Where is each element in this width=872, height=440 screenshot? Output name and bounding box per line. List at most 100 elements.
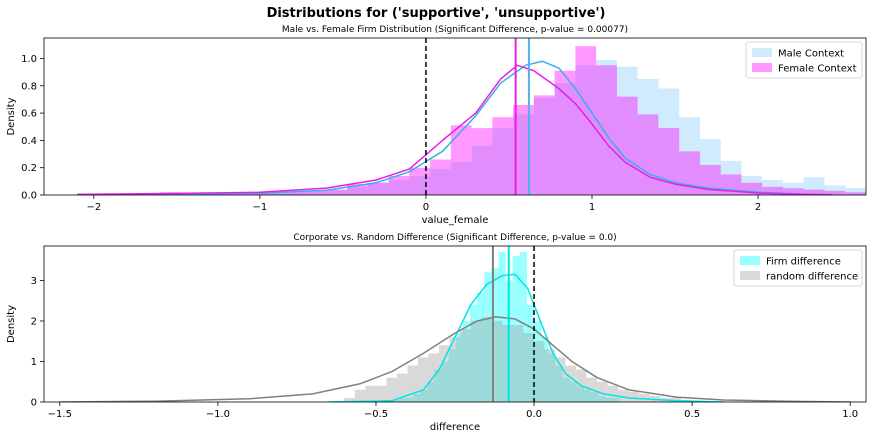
x-tick-label: 1 <box>589 202 595 213</box>
hist-bar <box>420 389 428 402</box>
hist-bar <box>347 184 368 195</box>
hist-bar <box>491 320 503 402</box>
legend-label-1: random difference <box>766 272 858 283</box>
y-tick-label: 1.0 <box>21 54 37 65</box>
hist-bar <box>554 70 576 195</box>
x-tick-label: −0.5 <box>364 409 388 420</box>
hist-bar <box>555 365 563 402</box>
hist-bar <box>396 373 408 402</box>
hist-bar <box>481 316 492 402</box>
hist-bar <box>519 252 527 402</box>
legend: Male Context Female Context <box>745 41 863 79</box>
hist-bar <box>439 345 450 402</box>
hist-bar <box>658 88 680 195</box>
legend-swatch-1 <box>752 63 772 72</box>
hist-bar <box>526 304 535 402</box>
hist-bar <box>418 357 429 402</box>
hist-bar <box>284 192 306 195</box>
hist-bar <box>491 268 499 402</box>
y-tick-label: 0.2 <box>21 163 37 174</box>
hist-bar <box>460 329 471 402</box>
hist-bar <box>477 292 485 402</box>
hist-bar <box>554 83 576 195</box>
hist-bar <box>413 393 421 402</box>
x-tick-label: 2 <box>755 202 761 213</box>
hist-bar <box>533 98 555 195</box>
series-1-bars <box>344 316 692 402</box>
hist-bar <box>612 397 620 402</box>
hist-bar <box>616 96 638 195</box>
hist-bar <box>824 185 846 195</box>
hist-bar <box>565 365 576 402</box>
hist-bar <box>782 188 804 195</box>
panel-top: Male vs. Female Firm Distribution (Signi… <box>6 25 872 226</box>
x-tick-label: −2 <box>86 202 101 213</box>
hist-bar <box>462 320 471 402</box>
hist-bar <box>824 190 846 195</box>
hist-bar <box>534 320 542 402</box>
y-tick-label: 1 <box>31 357 37 368</box>
hist-bar <box>541 337 549 402</box>
hist-bar <box>628 391 640 402</box>
hist-bar <box>264 192 285 195</box>
hist-bar <box>533 95 555 195</box>
hist-bar <box>596 65 617 195</box>
hist-bar <box>388 179 410 195</box>
legend-swatch-0 <box>740 256 760 265</box>
hist-bar <box>637 114 659 195</box>
hist-bar <box>845 192 866 195</box>
y-axis-label: Density <box>6 97 17 135</box>
hist-bar <box>484 272 492 402</box>
hist-bar <box>471 145 493 195</box>
hist-bar <box>430 159 451 195</box>
hist-bar <box>803 177 825 195</box>
hist-bar <box>679 117 700 195</box>
hist-bar <box>583 389 591 402</box>
hist-bar <box>470 320 482 402</box>
hist-bar <box>449 337 461 402</box>
hist-bar <box>762 179 783 195</box>
hist-bar <box>375 385 387 402</box>
panel-title: Corporate vs. Random Difference (Signifi… <box>293 233 616 243</box>
y-tick-label: 0.8 <box>21 81 37 92</box>
hist-bar <box>450 125 472 195</box>
series-0-bars <box>391 252 620 402</box>
x-tick-label: −1.5 <box>48 409 72 420</box>
hist-bar <box>512 256 520 402</box>
hist-bar <box>326 189 348 195</box>
kde-line-1 <box>77 64 833 195</box>
hist-bar <box>498 252 506 402</box>
hist-bar <box>391 399 399 402</box>
hist-bar <box>699 139 721 195</box>
kde-line-1 <box>59 316 851 402</box>
hist-bar <box>427 381 435 402</box>
panel-title: Male vs. Female Firm Distribution (Signi… <box>282 25 628 35</box>
x-axis-label: value_female <box>422 215 489 226</box>
hist-bar <box>365 385 376 402</box>
legend-box <box>733 249 863 287</box>
hist-bar <box>434 369 442 402</box>
hist-bar <box>845 188 866 195</box>
hist-bar <box>741 175 763 195</box>
y-tick-label: 0.0 <box>21 191 37 202</box>
hist-bar <box>575 46 597 195</box>
panel-bottom: Corporate vs. Random Difference (Signifi… <box>6 233 867 433</box>
legend-box <box>745 41 863 79</box>
series-0-bars <box>77 59 866 195</box>
hist-bar <box>492 128 514 195</box>
figure-title: Distributions for ('supportive', 'unsupp… <box>267 6 606 21</box>
hist-bar <box>866 192 872 195</box>
hist-bar <box>575 65 597 195</box>
hist-bar <box>512 325 524 402</box>
legend-swatch-0 <box>752 48 772 57</box>
hist-bar <box>762 186 783 195</box>
y-tick-label: 2 <box>31 316 37 327</box>
x-tick-label: 0.0 <box>526 409 542 420</box>
hist-bar <box>354 389 366 402</box>
hist-bar <box>544 349 555 402</box>
hist-bar <box>597 381 608 402</box>
legend-label-1: Female Context <box>778 64 857 75</box>
hist-bar <box>554 357 566 402</box>
hist-bar <box>367 182 389 195</box>
